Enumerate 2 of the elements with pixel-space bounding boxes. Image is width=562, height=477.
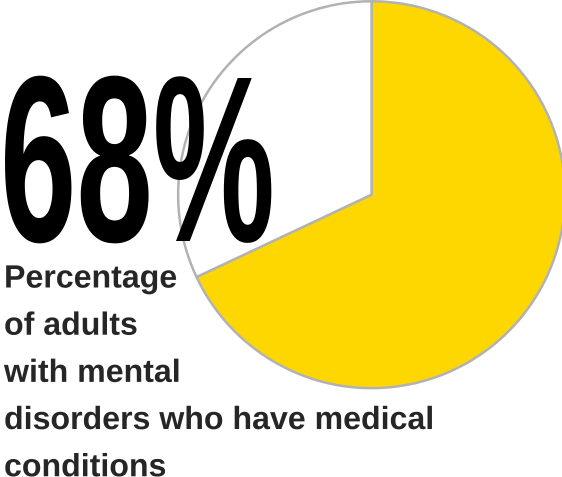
data-label: 68% xyxy=(5,76,272,244)
text: Percentage of adults with mental disorders who have medical conditions xyxy=(4,266,432,477)
